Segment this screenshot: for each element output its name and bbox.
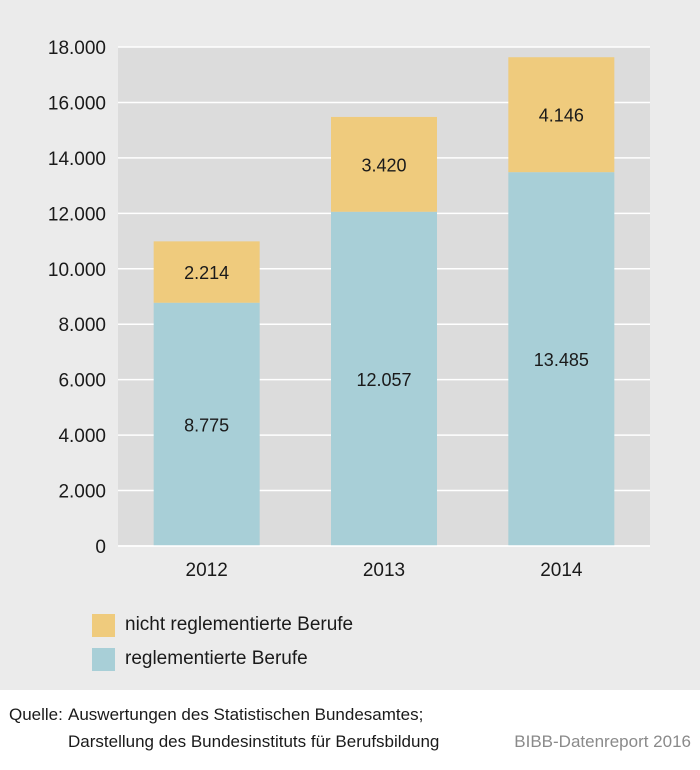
data-label: 12.057 <box>356 370 411 390</box>
y-tick-label: 18.000 <box>48 38 106 59</box>
data-label: 3.420 <box>361 155 406 175</box>
y-tick-label: 0 <box>95 537 106 558</box>
y-tick-label: 4.000 <box>58 426 106 447</box>
y-tick-label: 8.000 <box>58 315 106 336</box>
bar-segment <box>508 57 615 173</box>
legend-item-reglementierte: reglementierte Berufe <box>92 642 353 676</box>
source-text-line2: Darstellung des Bundesinstituts für Beru… <box>68 732 440 751</box>
data-label: 2.214 <box>184 263 229 283</box>
data-label: 13.485 <box>534 350 589 370</box>
data-label: 8.775 <box>184 415 229 435</box>
chart-svg: 0 2.000 4.000 6.000 8.000 10.000 12.000 14.000 1… <box>48 38 650 581</box>
legend-label-reglementierte: reglementierte Berufe <box>125 648 308 669</box>
legend-item-nicht-reglementierte: nicht reglementierte Berufe <box>92 608 353 642</box>
y-tick-label: 2.000 <box>58 482 106 503</box>
x-tick-label: 2012 <box>186 560 228 581</box>
y-tick-label: 14.000 <box>48 149 106 170</box>
legend-swatch-nicht-reglementierte <box>92 613 115 637</box>
footer: Quelle: Auswertungen des Statistischen B… <box>0 700 700 770</box>
y-tick-label: 16.000 <box>48 93 106 114</box>
x-tick-label: 2013 <box>363 560 405 581</box>
source-label: Quelle: <box>9 705 63 724</box>
y-tick-label: 6.000 <box>58 371 106 392</box>
x-tick-label: 2014 <box>540 560 583 581</box>
source-text-line1: Auswertungen des Statistischen Bundesamt… <box>68 705 424 724</box>
legend-label-nicht-reglementierte: nicht reglementierte Berufe <box>125 614 354 635</box>
y-tick-label: 12.000 <box>48 204 106 225</box>
credit: BIBB-Datenreport 2016 <box>514 732 691 751</box>
legend-swatch-reglementierte <box>92 647 115 671</box>
legend: nicht reglementierte Berufe reglementier… <box>92 608 353 676</box>
bar-segment <box>508 172 615 546</box>
data-label: 4.146 <box>539 106 584 126</box>
bar-segment <box>153 241 260 303</box>
y-tick-label: 10.000 <box>48 260 106 281</box>
bar-segment <box>331 211 437 546</box>
bar-segment <box>331 116 437 212</box>
chart-frame: 0 2.000 4.000 6.000 8.000 10.000 12.000 14.000 1… <box>0 0 700 690</box>
bar-segment <box>153 302 260 546</box>
